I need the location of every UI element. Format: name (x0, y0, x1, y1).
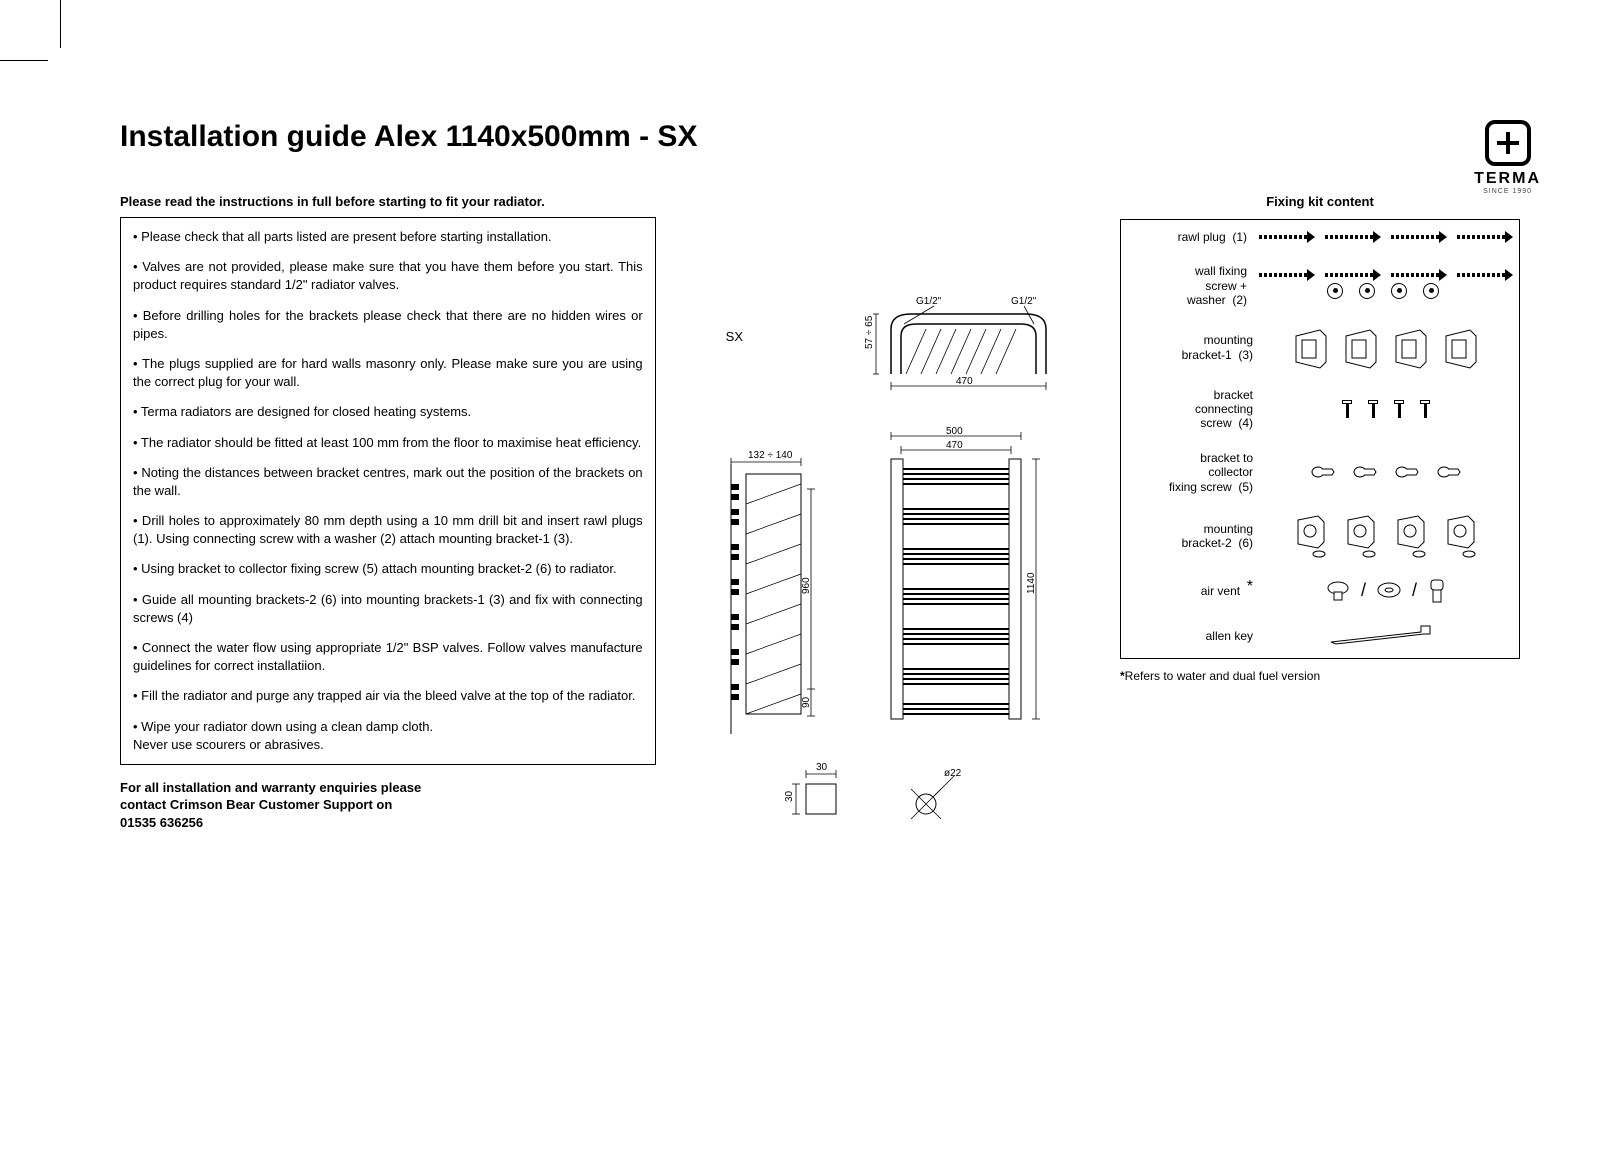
support-footer: For all installation and warranty enquir… (120, 779, 656, 832)
dim-57-65: 57 ÷ 65 (864, 315, 875, 349)
instruction-item: • Noting the distances between bracket c… (133, 464, 643, 500)
instruction-item: • The radiator should be fitted at least… (133, 434, 643, 452)
dim-g12-right: G1/2" (1011, 296, 1037, 307)
dim-30w: 30 (816, 762, 828, 773)
diagram-side-view: 132 ÷ 140 960 90 (716, 444, 836, 744)
diagram-top-view: G1/2" G1/2" 57 ÷ 65 (856, 294, 1076, 404)
diagram-front-view: 500 470 (876, 424, 1056, 744)
allen-key-icon (1265, 624, 1507, 648)
instruction-item: • Valves are not provided, please make s… (133, 258, 643, 294)
kit-row-wallscrew: wall fixing screw + washer (2) (1121, 254, 1519, 317)
instruction-item: • Drill holes to approximately 80 mm dep… (133, 512, 643, 548)
kit-num: * (1247, 578, 1253, 595)
diagram-detail: 30 30 ø22 (776, 754, 996, 834)
dim-1140: 1140 (1026, 572, 1037, 594)
instruction-item: • Fill the radiator and purge any trappe… (133, 687, 643, 705)
rawl-plug-icon (1259, 235, 1507, 239)
instruction-item: • Using bracket to collector fixing scre… (133, 560, 643, 578)
wall-screw-icon (1259, 273, 1507, 299)
dim-90: 90 (801, 696, 812, 708)
page-title: Installation guide Alex 1140x500mm - SX (120, 120, 1520, 154)
kit-num: (2) (1232, 293, 1247, 307)
kit-column: Fixing kit content rawl plug (1) wall fi… (1120, 194, 1520, 683)
kit-num: (3) (1238, 348, 1253, 362)
kit-box: rawl plug (1) wall fixing screw + washer… (1120, 219, 1520, 659)
airvent-icon: / / (1265, 578, 1507, 604)
kit-row-rawl: rawl plug (1) (1121, 220, 1519, 254)
kit-footnote: *Refers to water and dual fuel version (1120, 669, 1520, 683)
kit-row-collector: bracket to collector fixing screw (5) (1121, 441, 1519, 504)
kit-row-bracket2: mounting bracket-2 (6) (1121, 504, 1519, 568)
kit-row-connscrew: bracket connecting screw (4) (1121, 378, 1519, 441)
kit-row-bracket1: mounting bracket-1 (3) (1121, 318, 1519, 378)
conn-screw-icon (1265, 400, 1507, 418)
dim-470-front: 470 (946, 440, 963, 451)
bracket1-icon (1265, 328, 1507, 368)
instruction-item: • Terma radiators are designed for close… (133, 403, 643, 421)
kit-footnote-text: Refers to water and dual fuel version (1125, 669, 1320, 683)
dim-o22: ø22 (944, 768, 962, 779)
instruction-item: • Wipe your radiator down using a clean … (133, 718, 643, 754)
kit-label: rawl plug (1178, 230, 1226, 244)
kit-num: (4) (1238, 416, 1253, 430)
bracket2-icon (1265, 514, 1507, 558)
instruction-item: • The plugs supplied are for hard walls … (133, 355, 643, 391)
dim-132-140: 132 ÷ 140 (748, 450, 793, 461)
dim-960: 960 (801, 577, 812, 594)
instructions-box: • Please check that all parts listed are… (120, 217, 656, 765)
kit-label: air vent (1201, 584, 1240, 598)
dim-500: 500 (946, 426, 963, 437)
instructions-column: Please read the instructions in full bef… (120, 194, 656, 832)
sx-label: SX (726, 329, 743, 344)
kit-heading: Fixing kit content (1120, 194, 1520, 209)
kit-num: (6) (1238, 536, 1253, 550)
hex-screw-icon (1265, 464, 1507, 480)
kit-num: (5) (1238, 480, 1253, 494)
dim-30h: 30 (784, 790, 795, 802)
kit-row-allen: allen key (1121, 614, 1519, 658)
kit-row-airvent: air vent * / / (1121, 568, 1519, 614)
dim-g12-left: G1/2" (916, 296, 942, 307)
kit-label: allen key (1206, 629, 1253, 643)
instruction-item: • Before drilling holes for the brackets… (133, 307, 643, 343)
instruction-item: • Connect the water flow using appropria… (133, 639, 643, 675)
instruction-item: • Guide all mounting brackets-2 (6) into… (133, 591, 643, 627)
instruction-item: • Please check that all parts listed are… (133, 228, 643, 246)
kit-num: (1) (1232, 230, 1247, 244)
instructions-heading: Please read the instructions in full bef… (120, 194, 656, 209)
dim-470-top: 470 (956, 376, 973, 387)
